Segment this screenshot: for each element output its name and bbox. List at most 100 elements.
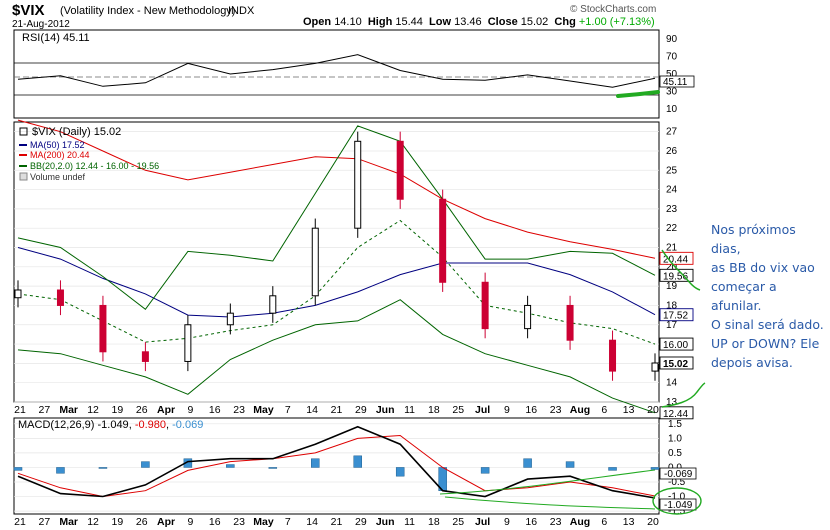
x-tick-label: 16 [209,404,221,416]
x-tick-label: 13 [623,516,635,528]
x-tick-label: 29 [355,516,367,528]
price-tick-label: 21 [666,243,678,254]
chart-date: 21-Aug-2012 [12,19,70,30]
macd-hist-bar [480,467,490,474]
rsi-tick-label: 90 [666,34,678,45]
bb-mid-line [17,219,656,345]
price-tag-ma200 [659,251,694,265]
macd-hist-bar [565,461,575,468]
x-tick-label: Jun [376,516,395,528]
macd-hist-bar [13,467,23,471]
candle-body [141,351,149,362]
macd-tick-label: -1.5 [668,506,686,517]
annotation-line: Nos próximos dias, [711,222,796,256]
annotation-line: O sinal será dado. [711,317,824,332]
x-tick-label: Aug [570,516,590,528]
x-tick-label: 12 [87,404,99,416]
x-tick-label: 26 [136,404,148,416]
x-tick-label: 14 [306,404,318,416]
macd-hist-bar [608,467,617,471]
x-tick-label: 9 [188,516,194,528]
macd-hist-bar [523,458,532,468]
x-tick-label: 11 [404,404,415,416]
x-tick-label: Mar [59,404,78,416]
candle-body [311,227,319,297]
price-tick-label: 19 [666,281,678,292]
x-axis-upper: 21 27 Mar 12 19 26 Apr 9 16 23 May 7 14 21 29 Jun 11 18 25… [14,404,659,416]
price-tag-bb_upper [659,268,694,282]
price-tag-text-ma50: 17.52 [663,311,688,322]
x-tick-label: 25 [452,516,464,528]
legend-bb: BB(20,2.0) 12.44 - 16.00 - 19.56 [30,161,159,171]
x-tick-label: 13 [623,404,635,416]
annotation-line: depois avisa. [711,355,793,370]
x-tick-label: 21 [14,516,26,528]
annotation-line: as BB do vix vao [711,260,815,275]
close-label: Close [487,16,518,28]
legend-vol: Volume undef [30,172,86,182]
price-tick-label: 26 [666,146,678,157]
x-tick-label: Apr [157,404,175,416]
x-tick-label: 7 [285,404,291,416]
x-tick-label: Mar [59,516,78,528]
x-tick-label: 16 [525,516,537,528]
legend-vol-swatch [19,172,28,181]
candle-body [184,324,192,362]
x-tick-label: 25 [452,404,464,416]
price-tag-bb_mid [659,337,694,351]
rsi-tick-label: 50 [666,69,678,80]
price-tag-text-ma200: 20.44 [663,254,688,265]
x-tick-label: 18 [428,516,440,528]
rsi-legend: RSI(14) 45.11 [22,32,90,44]
legend-main: $VIX (Daily) 15.02 [32,126,121,138]
annotation-line-upper [439,469,656,495]
price-tick-label: 24 [666,185,678,196]
low-value: 13.46 [454,16,482,28]
macd-hist-bar [56,467,65,474]
annotation-arrow-lower [661,382,706,408]
macd-hist-tag-text: -0.069 [664,469,693,480]
x-tick-label: 23 [233,516,245,528]
x-tick-label: 6 [601,404,607,416]
rsi-tick-label: 30 [666,87,678,98]
candle-body [226,312,234,326]
macd-macd-tag-text: -1.049 [664,500,693,511]
price-tag-bb_lower [659,406,694,420]
macd-tick-label: 0.5 [668,448,682,459]
x-tick-label: 12 [87,516,99,528]
macd-hist-bar [141,461,150,468]
x-tick-label: 9 [504,516,510,528]
price-tick-label: 13 [666,397,678,408]
candle-body [14,289,22,299]
macd-legend: MACD(12,26,9) -1.049, -0.980, -0.069 [18,419,203,431]
rsi-line [17,54,656,88]
price-tag-text-close: 15.02 [663,359,688,370]
price-tag-text-bb_mid: 16.00 [663,340,688,351]
candle-body [481,281,489,330]
x-tick-label: 23 [550,516,562,528]
macd-signal-line [17,434,656,498]
macd-tick-label: -0.5 [668,477,686,488]
x-tick-label: 9 [504,404,510,416]
x-tick-label: Apr [157,516,175,528]
annotation-line: começar a afunilar. [711,279,777,313]
x-tick-label: 16 [209,516,221,528]
x-tick-label: 20 [647,404,659,416]
macd-hist-bar [311,458,320,468]
chg-label: Chg [554,16,576,28]
annotation-circle [652,487,702,515]
x-tick-label: 20 [647,516,659,528]
rsi-tick-label: 10 [666,104,678,115]
x-tick-label: 11 [404,516,415,528]
candle-body [651,362,659,372]
high-label: High [367,16,393,28]
symbol: $VIX [12,2,45,19]
candle-body [56,289,64,306]
macd-hist-bar [650,467,660,470]
x-tick-label: 9 [188,404,194,416]
candle-body [439,198,447,283]
x-tick-label: Jul [475,404,490,416]
macd-hist-bar [98,467,108,469]
price-tick-label: 14 [666,378,678,389]
candle-body [524,304,532,330]
